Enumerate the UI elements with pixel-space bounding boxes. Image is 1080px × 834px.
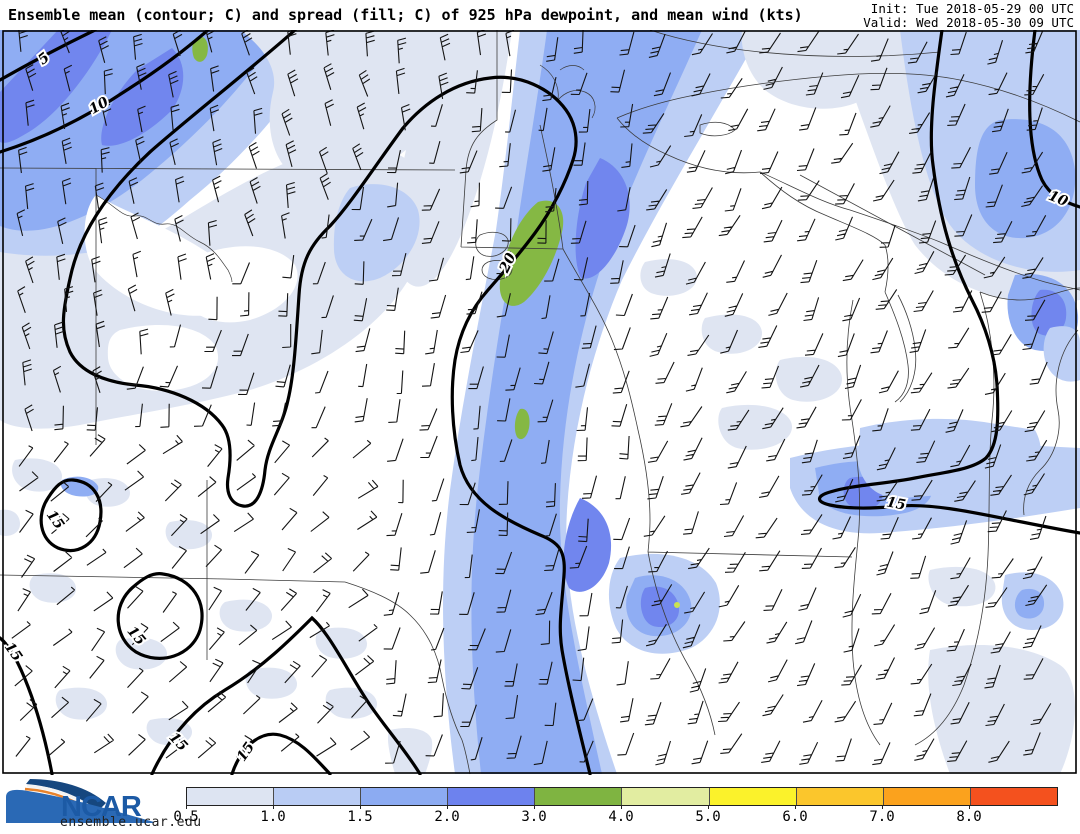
contour-15-loop-b [116,572,204,660]
run-times: Init: Tue 2018-05-29 00 UTC Valid: Wed 2… [863,2,1074,29]
site-url: ensemble.ucar.edu [60,815,202,830]
contour-10-east [1028,30,1080,209]
colorbar-tick [186,805,187,809]
colorbar-tick [795,805,796,809]
colorbar-segment [970,788,1057,805]
colorbar-tick-label: 7.0 [869,809,895,825]
colorbar-tick-label: 0.5 [173,809,199,825]
small-lakes-outlines [475,231,513,280]
north-mn-lakes [539,64,596,119]
map-fills [0,30,1080,774]
colorbar-tick [273,805,274,809]
colorbar-tick-label: 8.0 [956,809,982,825]
ncar-logo-wordmark: NCAR [61,791,142,823]
colorbar-tick-label: 6.0 [782,809,808,825]
colorbar-segment [883,788,971,805]
colorbar-tick [447,805,448,809]
contour-15-big-arch [150,615,422,775]
colorbar-segment [448,788,536,805]
ncar-logo: NCAR [6,779,154,823]
contour-lines [0,30,1080,775]
colorbar-segment [535,788,623,805]
colorbar-tick [969,805,970,809]
colorbar-segment [622,788,710,805]
colorbar-tick [621,805,622,809]
contour-10-west [0,30,210,154]
colorbar-tick [360,805,361,809]
colorbar-tick-label: 2.0 [434,809,460,825]
isle-royale-outline [699,121,736,137]
map-frame [2,30,1077,774]
footer: NCAR ensemble.ucar.edu 0.5 1.0 1.5 2.0 3.0 4.… [0,775,1080,834]
colorbar-segment [274,788,362,805]
colorbar-segment [361,788,449,805]
lake-superior-outline [616,72,1080,291]
contour-label-15: 15 [885,494,907,513]
colorbar-tick [708,805,709,809]
colorbar-tick [534,805,535,809]
wind-barbs [11,30,1052,766]
contour-20-main [61,30,592,775]
colorbar-segment [796,788,884,805]
colorbar-tick [882,805,883,809]
ncar-logo-swoosh-main [6,789,154,823]
colorbar-tick-label: 4.0 [608,809,634,825]
contour-15-left-edge [0,636,54,775]
contour-15-loop-a [39,478,103,553]
colorbar-segment [709,788,797,805]
lake-michigan-shores [846,291,995,746]
colorbar-tick-label: 5.0 [695,809,721,825]
contour-5 [0,30,97,82]
contour-15-small-arch [230,732,332,775]
init-time: Init: Tue 2018-05-29 00 UTC [870,1,1074,16]
colorbar-segment [187,788,275,805]
valid-time: Valid: Wed 2018-05-30 09 UTC [863,14,1074,30]
colorbar-tick-label: 1.5 [347,809,373,825]
spread-colorbar [186,787,1058,806]
contour-15-east [817,30,1080,535]
page-title: Ensemble mean (contour; C) and spread (f… [8,6,803,24]
colorbar-tick-label: 1.0 [260,809,286,825]
colorbar-tick-label: 3.0 [521,809,547,825]
